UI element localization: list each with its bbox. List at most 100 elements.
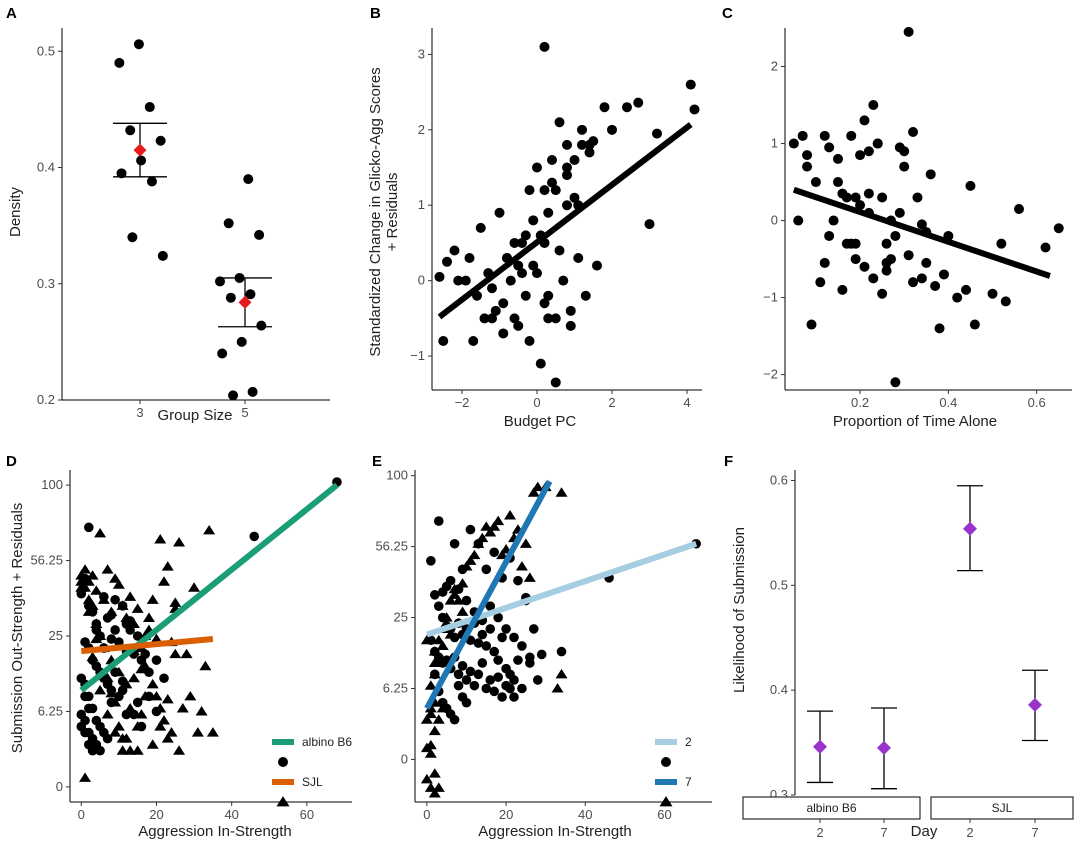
panel-b-x-tick-label: 0: [533, 395, 540, 410]
panel-e-point-triangle: [551, 683, 564, 693]
panel-b-ylabel: Standardized Change in Glicko-Agg Scores…: [367, 67, 401, 356]
panel-b-point: [573, 253, 584, 264]
panel-c-point: [855, 200, 866, 211]
panel-b-x-tick-label: −2: [455, 395, 470, 410]
panel-d-point-triangle: [90, 618, 103, 628]
panel-c-point: [987, 288, 998, 299]
panel-b: B Budget PC Standardized Change in Glick…: [367, 5, 702, 430]
panel-b-point: [524, 185, 535, 196]
panel-d-point-circle: [80, 691, 90, 702]
panel-d-point-triangle: [206, 727, 219, 737]
panel-d-point-triangle: [112, 579, 125, 589]
panel-b-point: [584, 139, 595, 150]
panel-d-point-triangle: [184, 690, 197, 701]
panel-c-point: [925, 169, 936, 180]
panel-d-point-triangle: [158, 715, 170, 725]
panel-c-point: [819, 257, 830, 268]
panel-e-legend-label: 2: [685, 735, 692, 749]
panel-b-point: [539, 298, 550, 309]
panel-e-point-circle: [453, 669, 464, 680]
panel-c-point: [819, 130, 830, 141]
panel-b-point: [562, 139, 572, 150]
panel-b-point: [550, 313, 561, 324]
panel-d-point-triangle: [79, 564, 92, 574]
panel-b-point: [584, 147, 595, 158]
panel-d-fit-line: [81, 636, 214, 655]
panel-d-point-triangle: [116, 745, 129, 755]
panel-e-point-circle: [536, 649, 547, 660]
panel-a-point: [225, 292, 236, 303]
panel-e-point-triangle: [460, 561, 473, 571]
panel-d-point-triangle: [161, 733, 174, 743]
panel-b-point: [569, 154, 580, 165]
panel-e-point-circle: [493, 672, 503, 682]
panel-c-point: [881, 265, 892, 276]
panel-a-point: [155, 135, 166, 146]
panel-c-point: [868, 273, 879, 284]
panel-b-point: [532, 268, 542, 279]
panel-c-point: [850, 254, 861, 265]
panel-e-point-circle: [433, 601, 444, 612]
panel-b-point: [520, 230, 531, 241]
panel-e-point-triangle: [428, 725, 441, 736]
panel-c-point: [797, 130, 808, 141]
panel-d-point-triangle: [195, 706, 208, 716]
panel-a-x-tick-label: 3: [136, 405, 143, 420]
panel-e-point-triangle: [420, 714, 433, 724]
panel-d-point-triangle: [161, 561, 174, 571]
panel-d-y-tick-label: 6.25: [38, 703, 63, 718]
panel-f-facet-strip: [742, 796, 921, 820]
panel-b-point: [524, 335, 535, 346]
panel-b-point: [498, 298, 509, 309]
panel-b-y-tick-label: 1: [418, 197, 425, 212]
panel-d-point-triangle: [135, 663, 148, 674]
panel-b-point: [539, 41, 550, 52]
panel-e-fit-line: [424, 479, 553, 710]
panel-b-ylabel-line1: Standardized Change in Glicko-Agg Scores: [367, 67, 384, 356]
panel-d-point-triangle: [105, 687, 118, 698]
panel-e-point-triangle: [420, 773, 433, 784]
panel-f-mean-marker: [1028, 697, 1042, 712]
panel-e-point-circle: [461, 595, 472, 606]
panel-d-point-triangle: [105, 606, 118, 616]
panel-e-point-triangle: [424, 708, 437, 719]
panel-e-point-triangle: [468, 549, 481, 560]
panel-letter-b: B: [370, 5, 381, 22]
panel-b-point: [543, 207, 554, 218]
panel-e-point-triangle: [424, 680, 437, 690]
panel-e-point-triangle: [484, 527, 497, 537]
panel-c-point: [881, 238, 892, 249]
panel-b-point: [509, 313, 520, 324]
panel-d-point-triangle: [154, 721, 167, 731]
panel-d-point-triangle: [79, 582, 92, 592]
panel-b-point: [562, 170, 572, 181]
panel-e-point-triangle: [476, 532, 489, 543]
panel-b-point: [528, 215, 539, 226]
panel-e-point-triangle: [488, 521, 501, 531]
panel-d-point-triangle: [82, 594, 95, 604]
panel-d-point-triangle: [101, 564, 114, 574]
panel-a-point: [133, 39, 144, 50]
panel-b-point: [569, 192, 580, 203]
panel-d-point-triangle: [75, 576, 88, 586]
panel-d-point-triangle: [90, 585, 103, 595]
panel-e-point-circle: [465, 666, 476, 677]
panel-d-point-triangle: [109, 697, 122, 707]
panel-e-x-tick-label: 20: [499, 807, 513, 822]
panel-b-point: [517, 237, 527, 248]
panel-e-point-circle: [469, 680, 480, 691]
panel-a-point: [116, 168, 127, 179]
panel-d-point-triangle: [127, 672, 140, 683]
panel-d-point-circle: [76, 673, 87, 684]
panel-b-fit-line: [437, 122, 693, 320]
panel-a-point: [245, 289, 256, 300]
panel-c-point: [788, 138, 799, 149]
panel-b-point: [487, 313, 497, 324]
panel-c-point: [952, 292, 963, 303]
panel-a-x-tick-label: 5: [241, 405, 248, 420]
panel-e-point-circle: [517, 641, 527, 651]
panel-c-y-tick-label: 2: [771, 59, 778, 74]
panel-d-point-triangle: [82, 606, 95, 616]
panel-b-x-tick-label: 4: [683, 395, 690, 410]
panel-a-point: [125, 125, 136, 136]
